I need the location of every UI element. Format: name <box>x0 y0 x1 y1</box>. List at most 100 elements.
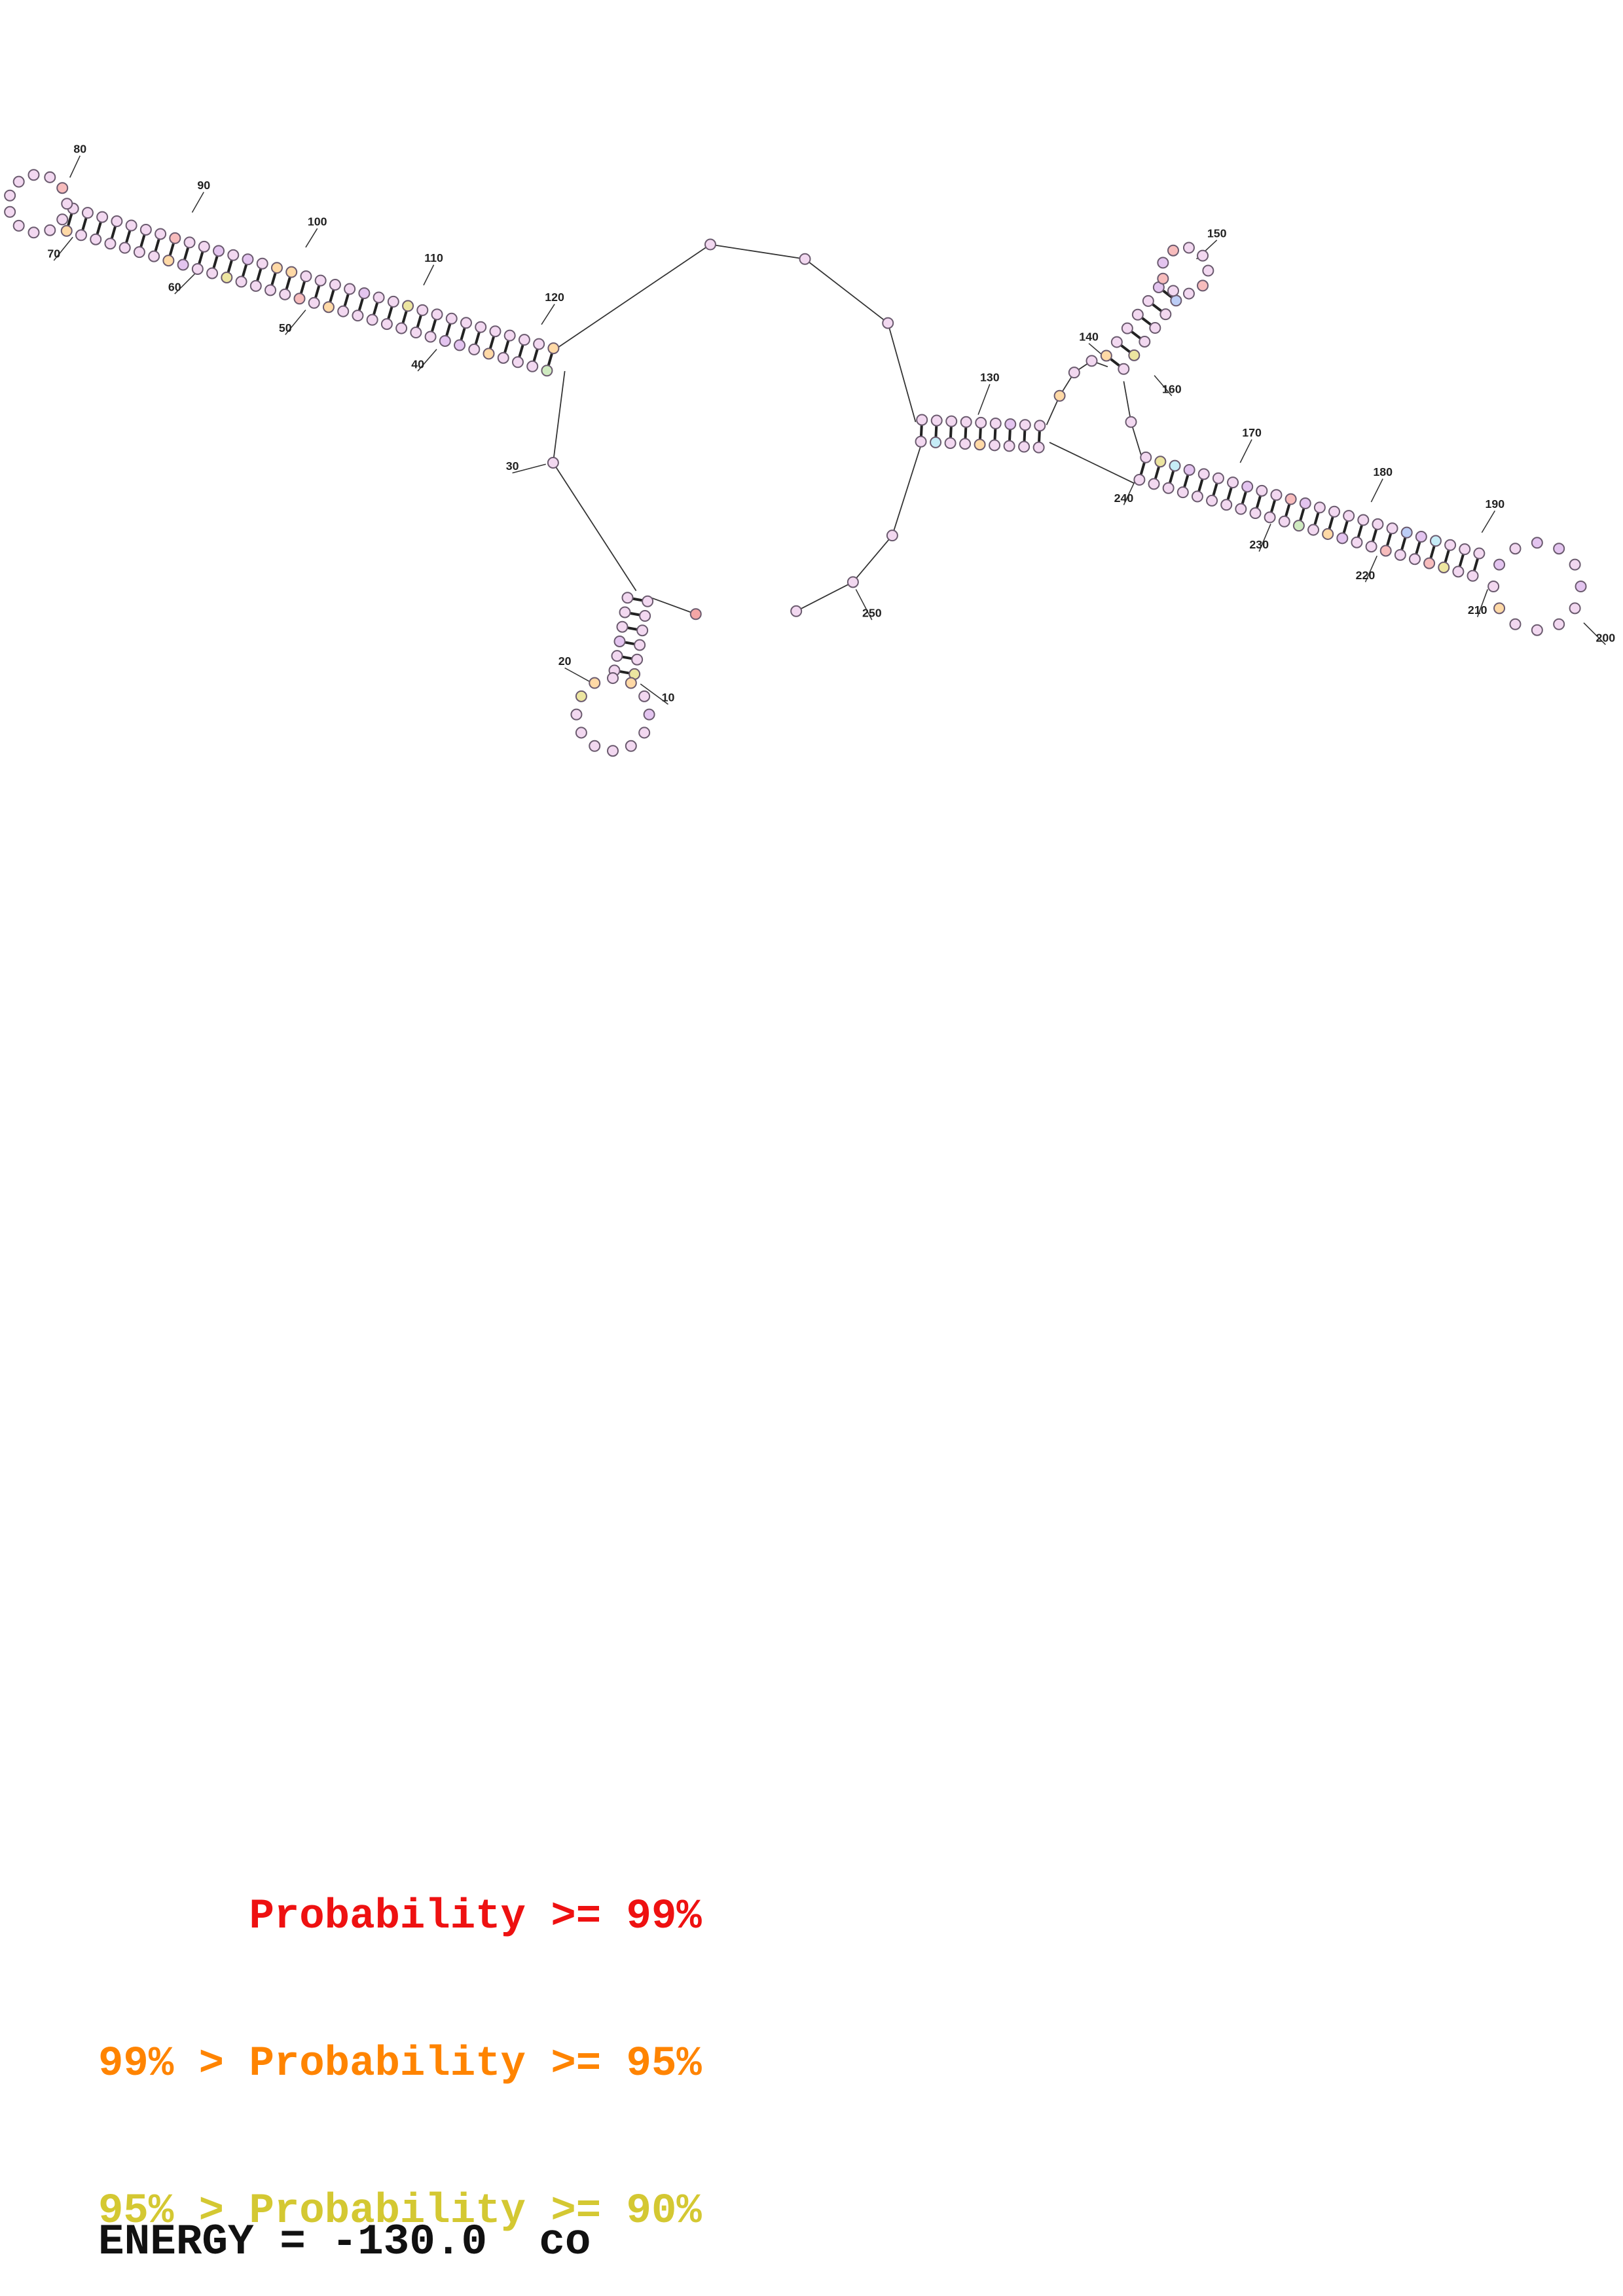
nucleotide <box>1159 308 1172 321</box>
backbone-line <box>651 597 697 615</box>
backbone-line <box>1123 381 1132 422</box>
nucleotide <box>1400 526 1413 539</box>
nucleotide <box>1493 558 1506 571</box>
nucleotide <box>1328 505 1341 518</box>
nucleotide <box>1575 580 1587 593</box>
nucleotide <box>989 418 1002 430</box>
position-label: 80 <box>73 142 86 155</box>
backbone-line <box>1239 439 1252 463</box>
nucleotide <box>638 690 651 702</box>
nucleotide <box>621 592 634 604</box>
nucleotide <box>1197 468 1210 480</box>
nucleotide <box>270 262 283 274</box>
nucleotide <box>1292 520 1305 532</box>
nucleotide <box>1206 494 1218 507</box>
legend-entry-90: 95% > Probability >= 90% <box>98 2188 702 2235</box>
nucleotide <box>1343 510 1355 522</box>
position-label: 90 <box>197 179 210 192</box>
nucleotide <box>439 334 451 347</box>
backbone-line <box>305 228 318 248</box>
nucleotide <box>235 276 247 288</box>
nucleotide <box>1212 472 1224 484</box>
position-label: 220 <box>1356 569 1376 582</box>
nucleotide <box>1509 618 1522 630</box>
nucleotide <box>1438 561 1450 573</box>
nucleotide <box>1085 355 1098 367</box>
nucleotide <box>518 334 530 346</box>
position-label: 50 <box>279 321 292 334</box>
nucleotide <box>1394 548 1406 561</box>
backbone-line <box>552 370 566 463</box>
nucleotide <box>1299 497 1311 510</box>
backbone-line <box>1481 510 1496 533</box>
nucleotide <box>799 253 811 265</box>
position-label: 160 <box>1162 382 1182 395</box>
nucleotide <box>329 279 341 291</box>
legend-entry-99: Probability >= 99% <box>98 1893 702 1941</box>
nucleotide <box>1148 478 1160 490</box>
position-label: 120 <box>545 291 564 304</box>
nucleotide <box>1125 416 1137 428</box>
nucleotide <box>547 457 559 469</box>
nucleotide <box>1191 490 1203 503</box>
nucleotide <box>61 198 73 210</box>
backbone-line <box>53 236 73 261</box>
nucleotide <box>1270 489 1283 501</box>
nucleotide <box>81 207 94 219</box>
backbone-line <box>285 310 306 335</box>
probability-legend: Probability >= 99% 99% > Probability >= … <box>98 1795 702 2296</box>
position-label: 60 <box>168 281 181 294</box>
nucleotide <box>1285 493 1297 505</box>
nucleotide <box>1467 569 1479 582</box>
position-label: 170 <box>1242 426 1262 439</box>
nucleotide <box>1128 349 1140 361</box>
nucleotide <box>1182 287 1195 300</box>
nucleotide <box>533 338 545 350</box>
nucleotide <box>337 305 350 317</box>
nucleotide <box>1183 463 1195 476</box>
nucleotide <box>1176 486 1189 499</box>
backbone-line <box>1154 375 1173 397</box>
backbone-line <box>1123 480 1136 505</box>
backbone-line <box>804 259 888 324</box>
nucleotide <box>1118 363 1130 375</box>
nucleotide <box>191 263 204 276</box>
nucleotide <box>625 740 637 752</box>
nucleotide <box>1336 532 1349 545</box>
position-label: 230 <box>1249 538 1269 551</box>
nucleotide <box>1139 335 1151 348</box>
position-label: 180 <box>1373 465 1393 478</box>
nucleotide <box>139 223 152 236</box>
nucleotide <box>882 317 894 329</box>
nucleotide <box>916 414 928 426</box>
position-label: 100 <box>308 215 327 228</box>
backbone-line <box>1049 442 1135 484</box>
nucleotide <box>1313 501 1326 514</box>
nucleotide <box>1569 558 1581 571</box>
nucleotide <box>643 708 655 721</box>
position-label: 130 <box>980 371 1000 384</box>
nucleotide <box>1019 419 1031 431</box>
backbone-line <box>553 462 637 592</box>
nucleotide <box>1100 350 1112 362</box>
nucleotide <box>133 246 145 259</box>
nucleotide <box>975 416 987 429</box>
nucleotide <box>60 224 73 237</box>
nucleotide <box>589 677 601 689</box>
nucleotide <box>4 206 16 218</box>
nucleotide <box>634 639 646 651</box>
backbone-line <box>69 155 81 178</box>
position-label: 40 <box>411 357 424 370</box>
nucleotide <box>416 304 429 316</box>
nucleotide <box>625 677 637 689</box>
nucleotide <box>607 672 619 685</box>
nucleotide <box>689 608 702 620</box>
nucleotide <box>1473 547 1486 560</box>
backbone-line <box>1370 478 1383 503</box>
nucleotide <box>1068 367 1080 379</box>
nucleotide <box>1157 257 1169 269</box>
nucleotide <box>497 351 509 364</box>
nucleotide <box>1531 537 1543 549</box>
backbone-line <box>892 443 922 536</box>
